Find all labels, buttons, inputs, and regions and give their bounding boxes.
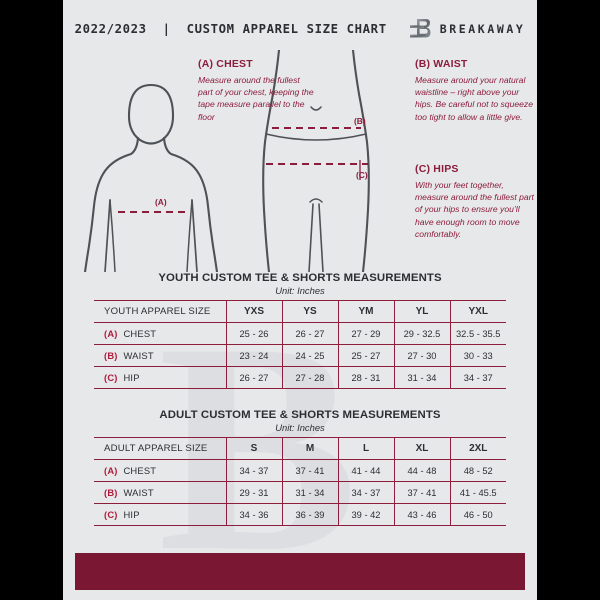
youth-header-label: YOUTH APPAREL SIZE (94, 300, 227, 323)
callout-waist-title: (B) WAIST (415, 58, 468, 70)
adult-measurements-section: ADULT CUSTOM TEE & SHORTS MEASUREMENTS U… (94, 409, 506, 526)
youth-row-label-chest: (A) CHEST (94, 322, 227, 345)
table-row: (B) WAIST 29 - 31 31 - 34 34 - 37 37 - 4… (94, 481, 506, 504)
table-row: (A) CHEST 25 - 26 26 - 27 27 - 29 29 - 3… (94, 322, 506, 345)
youth-size-ys: YS (282, 300, 339, 323)
table-cell: 43 - 46 (394, 503, 451, 526)
table-cell: 29 - 31 (226, 481, 283, 504)
table-cell: 23 - 24 (226, 344, 283, 367)
adult-size-l: L (338, 437, 395, 460)
table-header-row: ADULT APPAREL SIZE S M L XL 2XL (94, 437, 506, 460)
table-cell: 26 - 27 (282, 322, 339, 345)
youth-size-yl: YL (394, 300, 451, 323)
waist-name: WAIST (123, 487, 154, 498)
table-cell: 31 - 34 (282, 481, 339, 504)
table-cell: 32.5 - 35.5 (450, 322, 506, 345)
table-row: (A) CHEST 34 - 37 37 - 41 41 - 44 44 - 4… (94, 459, 506, 482)
youth-table-unit: Unit: Inches (275, 285, 325, 296)
waist-tag: (B) (104, 350, 118, 361)
youth-measurements-section: YOUTH CUSTOM TEE & SHORTS MEASUREMENTS U… (94, 272, 506, 389)
hip-tag: (C) (104, 372, 118, 383)
chest-name: CHEST (123, 328, 157, 339)
table-cell: 34 - 37 (338, 481, 395, 504)
table-row: (B) WAIST 23 - 24 24 - 25 25 - 27 27 - 3… (94, 344, 506, 367)
table-cell: 29 - 32.5 (394, 322, 451, 345)
waist-marker-label: (B) (354, 116, 366, 126)
table-header-row: YOUTH APPAREL SIZE YXS YS YM YL YXL (94, 300, 506, 323)
youth-size-yxs: YXS (226, 300, 283, 323)
table-cell: 46 - 50 (450, 503, 506, 526)
footer-accent-bar (75, 553, 525, 590)
table-cell: 34 - 37 (450, 366, 506, 389)
human-torso-outline-icon (83, 83, 219, 272)
adult-size-s: S (226, 437, 283, 460)
hips-marker-label: (C) (356, 170, 368, 180)
adult-size-xl: XL (394, 437, 451, 460)
hip-tag: (C) (104, 509, 118, 520)
table-cell: 37 - 41 (394, 481, 451, 504)
measurement-diagram: (A) (B) (C) (A) CHEST Measure around the… (63, 50, 537, 272)
table-cell: 26 - 27 (226, 366, 283, 389)
adult-row-label-waist: (B) WAIST (94, 481, 227, 504)
human-hips-outline-icon (262, 50, 370, 272)
adult-size-m: M (282, 437, 339, 460)
adult-size-2xl: 2XL (450, 437, 506, 460)
chest-tag: (A) (104, 328, 118, 339)
table-cell: 44 - 48 (394, 459, 451, 482)
table-cell: 27 - 29 (338, 322, 395, 345)
table-row: (C) HIP 34 - 36 36 - 39 39 - 42 43 - 46 … (94, 503, 506, 526)
callout-waist: (B) WAIST Measure around your natural wa… (415, 58, 535, 123)
size-chart-page: B 2022/2023 | CUSTOM APPAREL SIZE CHART (63, 0, 537, 600)
callout-hips-title: (C) HIPS (415, 163, 459, 175)
table-row: (C) HIP 26 - 27 27 - 28 28 - 31 31 - 34 … (94, 366, 506, 389)
table-cell: 34 - 36 (226, 503, 283, 526)
table-cell: 37 - 41 (282, 459, 339, 482)
youth-row-label-hip: (C) HIP (94, 366, 227, 389)
adult-table-unit: Unit: Inches (275, 422, 325, 433)
youth-size-ym: YM (338, 300, 395, 323)
callout-chest-title: (A) CHEST (198, 58, 253, 70)
table-cell: 36 - 39 (282, 503, 339, 526)
table-cell: 27 - 30 (394, 344, 451, 367)
table-cell: 31 - 34 (394, 366, 451, 389)
table-cell: 25 - 26 (226, 322, 283, 345)
hip-name: HIP (123, 509, 140, 520)
youth-size-yxl: YXL (450, 300, 506, 323)
table-cell: 28 - 31 (338, 366, 395, 389)
youth-table-title: YOUTH CUSTOM TEE & SHORTS MEASUREMENTS (158, 272, 442, 284)
youth-row-label-waist: (B) WAIST (94, 344, 227, 367)
body-figures-group (83, 50, 370, 272)
breakaway-b-logo-icon (409, 18, 431, 37)
callout-waist-body: Measure around your natural waistline – … (415, 75, 534, 122)
table-cell: 25 - 27 (338, 344, 395, 367)
hip-name: HIP (123, 372, 140, 383)
youth-size-table: YOUTH APPAREL SIZE YXS YS YM YL YXL (A) … (94, 300, 506, 389)
chest-marker-label: (A) (155, 197, 167, 207)
adult-size-table: ADULT APPAREL SIZE S M L XL 2XL (A) CHES… (94, 437, 506, 526)
table-cell: 41 - 44 (338, 459, 395, 482)
table-cell: 39 - 42 (338, 503, 395, 526)
callout-hips-body: With your feet together, measure around … (415, 180, 534, 239)
callout-chest-body: Measure around the fullest part of your … (198, 75, 314, 122)
adult-row-label-hip: (C) HIP (94, 503, 227, 526)
table-cell: 41 - 45.5 (450, 481, 506, 504)
adult-row-label-chest: (A) CHEST (94, 459, 227, 482)
waist-tag: (B) (104, 487, 118, 498)
chest-tag: (A) (104, 465, 118, 476)
waist-name: WAIST (123, 350, 154, 361)
adult-header-label: ADULT APPAREL SIZE (94, 437, 227, 460)
brand-name: BREAKAWAY (439, 21, 526, 36)
adult-table-title: ADULT CUSTOM TEE & SHORTS MEASUREMENTS (159, 409, 441, 421)
page-title: 2022/2023 | CUSTOM APPAREL SIZE CHART (74, 21, 387, 36)
table-cell: 24 - 25 (282, 344, 339, 367)
table-cell: 27 - 28 (282, 366, 339, 389)
page-header: 2022/2023 | CUSTOM APPAREL SIZE CHART BR… (63, 0, 537, 57)
table-cell: 48 - 52 (450, 459, 506, 482)
table-cell: 30 - 33 (450, 344, 506, 367)
table-cell: 34 - 37 (226, 459, 283, 482)
callout-hips: (C) HIPS With your feet together, measur… (415, 163, 537, 240)
chest-name: CHEST (123, 465, 157, 476)
brand-lockup: BREAKAWAY (409, 17, 526, 41)
callout-chest: (A) CHEST Measure around the fullest par… (198, 58, 316, 123)
